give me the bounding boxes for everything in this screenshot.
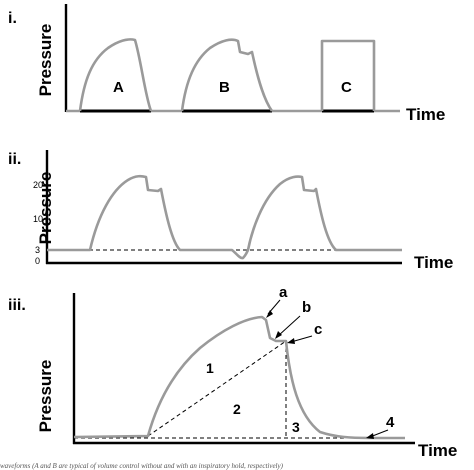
panel-i-waveform-b: [180, 38, 274, 112]
panel-iii-x-axis-title: Time: [418, 441, 457, 460]
panel-i-waveform-a: [78, 38, 153, 112]
panel-ii-label: ii.: [8, 151, 21, 168]
panel-ii: ii. Pressure 20 10 3 0 Time: [8, 150, 453, 272]
panel-i-waveform-c: [320, 39, 376, 111]
panel-iii-label: iii.: [8, 297, 26, 314]
panel-iii-point-c: c: [314, 321, 322, 338]
panel-ii-ytick-20: 20: [33, 180, 43, 190]
panel-iii-point-a: a: [279, 284, 288, 301]
panel-iii-waveform: [73, 315, 405, 440]
panel-i-label-c: C: [341, 79, 352, 96]
panel-iii-leader-b: [277, 315, 301, 337]
panel-iii-point-4: 4: [386, 414, 395, 431]
panel-ii-ytick-10: 10: [33, 214, 43, 224]
panel-i-label-a: A: [113, 79, 124, 96]
panel-iii-region-3: 3: [292, 419, 300, 435]
panel-ii-y-axis-title: Pressure: [36, 172, 55, 245]
panel-iii-region-1: 1: [206, 360, 214, 376]
panel-i-x-axis-title: Time: [406, 105, 445, 124]
panel-i-label: i.: [8, 10, 17, 27]
panel-iii-arrow-4: [366, 433, 374, 439]
panel-ii-x-axis-title: Time: [414, 253, 453, 272]
panel-ii-waveform: [47, 174, 402, 260]
panel-iii-region-2: 2: [233, 401, 241, 417]
panel-i-label-b: B: [219, 79, 230, 96]
panel-ii-ytick-0: 0: [35, 256, 40, 266]
panel-iii-arrow-b: [275, 331, 282, 339]
figure-caption: waveforms (A and B are typical of volume…: [0, 462, 284, 470]
panel-i-y-axis-title: Pressure: [36, 24, 55, 97]
panel-ii-ytick-3: 3: [35, 245, 40, 255]
panel-iii-point-b: b: [302, 299, 311, 316]
panel-iii: iii. Pressure a b c 4 1 2 3 Time: [8, 284, 457, 460]
panel-iii-arrow-c: [287, 338, 295, 344]
panel-iii-y-axis-title: Pressure: [36, 360, 55, 433]
panel-i: i. Pressure A B C Time: [8, 4, 445, 124]
panel-iii-arrow-a: [266, 310, 273, 318]
